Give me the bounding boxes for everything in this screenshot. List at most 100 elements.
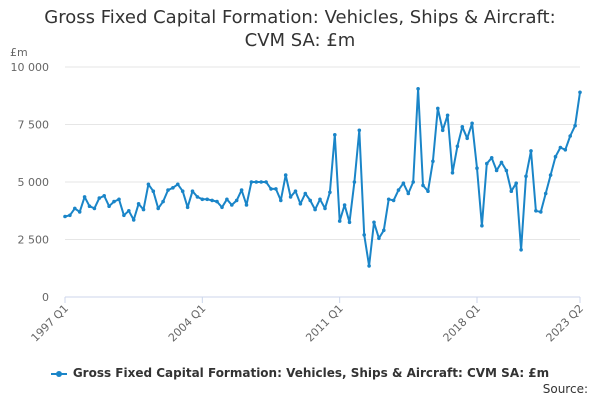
data-point[interactable] [200,197,205,202]
data-point[interactable] [499,160,504,165]
data-point[interactable] [470,121,474,126]
data-point[interactable] [190,189,195,193]
data-point[interactable] [313,207,317,212]
data-point[interactable] [141,207,146,212]
data-point[interactable] [382,228,386,233]
legend[interactable]: Gross Fixed Capital Formation: Vehicles,… [0,366,600,380]
data-point[interactable] [391,198,396,203]
data-point[interactable] [279,198,283,203]
data-point[interactable] [308,198,313,203]
data-point[interactable] [352,180,357,184]
data-point[interactable] [514,181,518,185]
data-point[interactable] [102,194,106,198]
data-point[interactable] [171,186,175,190]
data-point[interactable] [176,182,180,187]
data-point[interactable] [180,189,185,193]
data-point[interactable] [401,181,406,185]
data-point[interactable] [504,168,509,173]
data-point[interactable] [489,156,494,160]
data-point[interactable] [548,173,553,177]
data-point[interactable] [288,195,293,199]
data-point[interactable] [386,197,391,202]
data-point[interactable] [445,113,450,118]
data-point[interactable] [136,202,141,206]
data-point[interactable] [367,264,371,268]
data-point[interactable] [283,173,288,177]
data-point[interactable] [117,197,121,202]
data-point[interactable] [568,134,572,138]
data-point[interactable] [529,149,533,153]
data-point[interactable] [97,196,102,200]
data-point[interactable] [151,189,156,193]
data-point[interactable] [342,203,347,207]
data-point[interactable] [578,90,582,95]
data-point[interactable] [127,209,131,213]
data-point[interactable] [372,220,376,225]
data-point[interactable] [524,174,528,179]
data-point[interactable] [396,188,401,192]
data-point[interactable] [480,223,484,228]
data-point[interactable] [122,213,126,218]
data-point[interactable] [323,206,327,211]
data-point[interactable] [68,213,72,218]
data-point[interactable] [244,203,249,207]
data-point[interactable] [234,198,239,203]
data-point[interactable] [465,136,470,141]
data-point[interactable] [485,161,489,166]
data-point[interactable] [146,182,151,187]
data-point[interactable] [431,159,435,164]
data-point[interactable] [185,205,190,210]
data-point[interactable] [112,199,116,204]
data-point[interactable] [269,187,273,191]
data-point[interactable] [509,189,514,193]
data-point[interactable] [553,154,558,159]
data-point[interactable] [543,191,548,196]
data-point[interactable] [92,206,97,211]
data-point[interactable] [362,233,367,237]
data-point[interactable] [73,206,77,211]
data-point[interactable] [239,188,244,192]
data-point[interactable] [534,209,538,213]
data-point[interactable] [230,203,234,207]
data-point[interactable] [539,210,543,214]
data-point[interactable] [131,218,136,222]
data-point[interactable] [494,168,499,173]
data-point[interactable] [264,180,268,184]
data-point[interactable] [298,202,303,206]
data-point[interactable] [293,189,298,193]
data-point[interactable] [333,133,337,137]
data-point[interactable] [87,204,92,208]
data-point[interactable] [377,236,381,241]
data-point[interactable] [421,183,425,188]
data-point[interactable] [166,188,170,192]
data-point[interactable] [254,180,259,184]
data-point[interactable] [455,144,460,149]
data-point[interactable] [220,205,224,210]
data-point[interactable] [82,195,87,199]
data-point[interactable] [259,180,264,184]
data-point[interactable] [411,180,416,184]
data-point[interactable] [318,197,322,202]
data-point[interactable] [347,220,352,225]
data-point[interactable] [225,197,229,202]
data-point[interactable] [215,199,219,204]
data-point[interactable] [573,123,577,128]
data-point[interactable] [195,195,200,199]
data-point[interactable] [337,219,342,223]
data-point[interactable] [450,171,455,175]
data-point[interactable] [205,197,209,202]
data-point[interactable] [519,248,523,252]
data-point[interactable] [436,106,440,111]
data-point[interactable] [440,128,445,133]
data-point[interactable] [406,191,411,196]
data-point[interactable] [63,214,67,219]
data-point[interactable] [357,128,362,133]
data-point[interactable] [249,180,254,184]
data-point[interactable] [161,199,165,204]
data-point[interactable] [210,198,214,203]
data-point[interactable] [426,189,430,193]
data-point[interactable] [558,145,563,150]
data-point[interactable] [328,190,332,195]
data-point[interactable] [563,148,568,152]
data-point[interactable] [460,125,465,129]
